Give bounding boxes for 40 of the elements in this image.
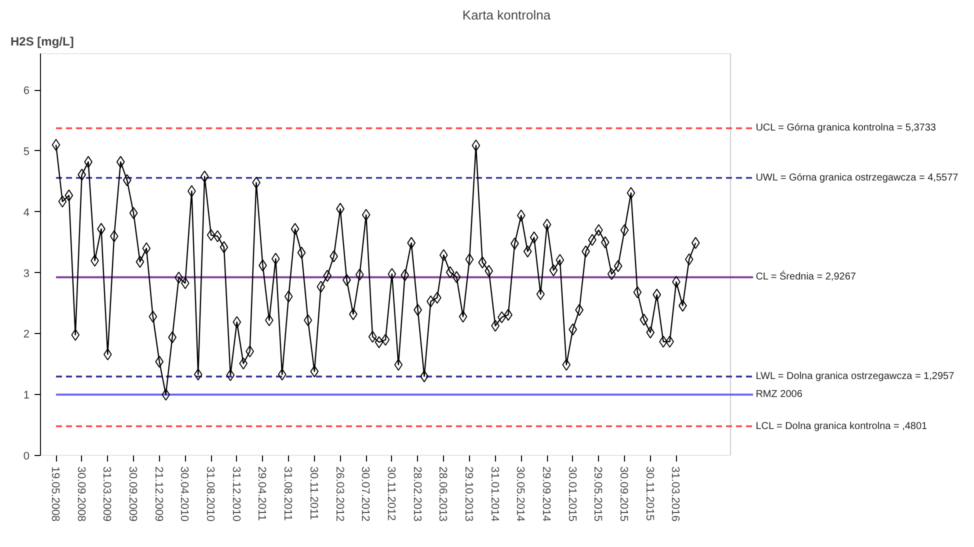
x-tick-label: 30.11.2015 xyxy=(643,466,656,521)
ref-line-label: UWL = Górna granica ostrzegawcza = 4,5577 xyxy=(756,172,959,184)
ref-line-label: UCL = Górna granica kontrolna = 5,3733 xyxy=(756,122,936,134)
x-tick-label: 30.01.2015 xyxy=(566,466,578,522)
x-tick-label: 31.12.2010 xyxy=(230,466,242,522)
x-tick-label: 30.05.2014 xyxy=(514,466,526,522)
y-tick-label: 6 xyxy=(23,85,30,98)
x-tick-label: 29.04.2011 xyxy=(256,466,268,521)
chart-title: Karta kontrolna xyxy=(462,8,552,22)
y-tick-label: 2 xyxy=(23,328,30,341)
x-tick-label: 28.06.2013 xyxy=(436,466,449,522)
y-tick-label: 0 xyxy=(23,450,30,462)
x-tick-label: 31.03.2009 xyxy=(100,466,113,522)
y-tick-label: 5 xyxy=(23,146,30,158)
ref-line-label: LCL = Dolna granica kontrolna = ,4801 xyxy=(756,420,928,432)
y-tick-label: 3 xyxy=(23,268,30,280)
x-tick-label: 29.05.2015 xyxy=(592,466,604,522)
x-tick-label: 21.12.2009 xyxy=(152,466,164,522)
ref-line-label: LWL = Dolna granica ostrzegawcza = 1,2957 xyxy=(756,371,955,382)
x-tick-label: 30.09.2008 xyxy=(74,466,87,522)
x-tick-label: 31.01.2014 xyxy=(488,466,500,522)
x-tick-label: 29.10.2013 xyxy=(462,466,474,522)
ref-line-label: CL = Średnia = 2,9267 xyxy=(756,270,856,283)
x-tick-label: 31.08.2010 xyxy=(204,466,216,522)
x-tick-label: 31.08.2011 xyxy=(282,466,294,521)
y-axis-title: H2S [mg/L] xyxy=(10,34,74,48)
ref-line-label: RMZ 2006 xyxy=(756,389,803,400)
x-tick-label: 30.11.2012 xyxy=(384,466,397,521)
x-tick-label: 30.07.2012 xyxy=(359,466,372,522)
y-tick-label: 4 xyxy=(23,206,30,219)
x-tick-label: 26.03.2012 xyxy=(333,466,346,522)
x-tick-label: 31.03.2016 xyxy=(669,466,682,522)
x-tick-label: 29.09.2014 xyxy=(540,466,552,522)
x-tick-label: 19.05.2008 xyxy=(49,466,62,522)
x-tick-label: 30.09.2009 xyxy=(126,466,139,522)
x-tick-label: 30.09.2015 xyxy=(618,466,630,522)
x-tick-label: 30.04.2010 xyxy=(178,466,190,522)
x-tick-label: 30.11.2011 xyxy=(307,466,320,520)
x-tick-label: 28.02.2013 xyxy=(410,466,423,522)
y-tick-label: 1 xyxy=(23,390,30,402)
